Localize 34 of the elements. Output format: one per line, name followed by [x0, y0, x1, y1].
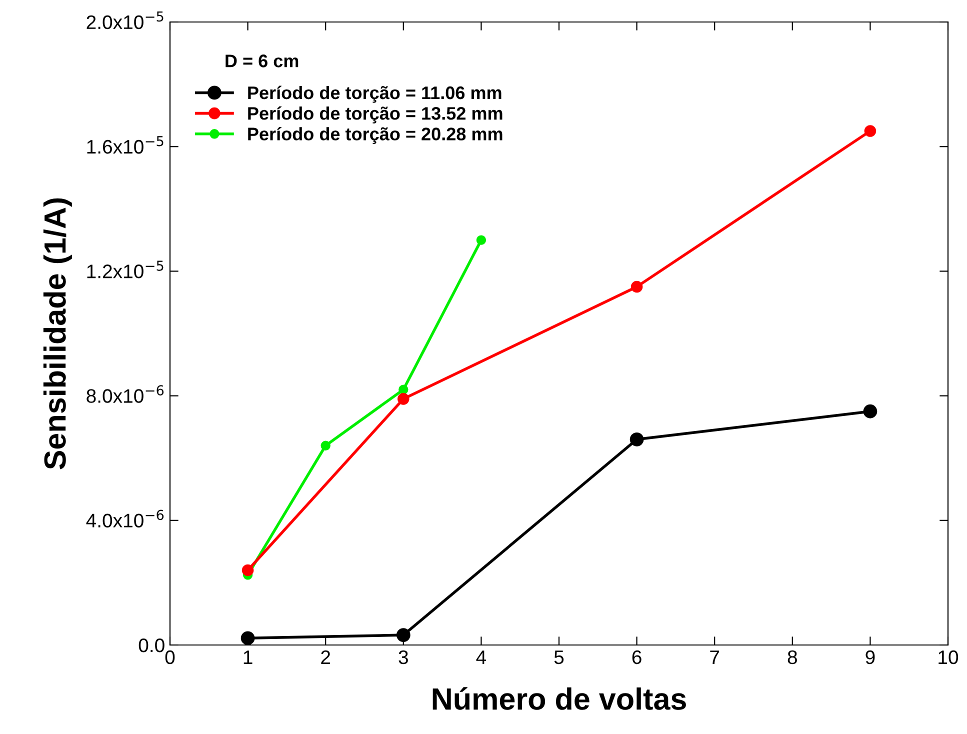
x-tick-label: 3 — [398, 650, 408, 664]
x-tick-label: 1 — [244, 650, 252, 664]
point — [863, 404, 878, 418]
x-tick-label: 4 — [476, 650, 486, 664]
x-tick-label: 6 — [632, 650, 642, 664]
point — [242, 564, 254, 576]
y-tick-label: 4.0x10$^{−6}$ — [86, 510, 164, 528]
x-tick-label: 9 — [866, 650, 875, 664]
annotation: D = 6 cm — [226, 54, 298, 68]
x-tick-label: 0 — [165, 650, 175, 664]
legend-label: Período de torção = 13.52 mm — [248, 106, 502, 124]
y-tick-label: 8.0x10$^{−6}$ — [86, 385, 164, 403]
point — [864, 125, 876, 137]
legend-label: Período de torção = 20.28 mm — [248, 126, 502, 144]
x-axis-title: Número de voltas — [432, 687, 686, 710]
point — [320, 440, 330, 450]
y-tick-label: 1.6x10$^{−5}$ — [87, 136, 164, 154]
point — [476, 235, 486, 245]
point — [397, 393, 410, 405]
x-tick-label: 7 — [710, 650, 720, 664]
point — [630, 280, 643, 293]
x-tick-label: 2 — [321, 650, 330, 664]
point — [630, 432, 644, 446]
x-tick-label: 5 — [554, 650, 564, 664]
x-tick-label: 8 — [788, 650, 797, 664]
point — [396, 628, 410, 642]
y-tick-label: 2.0x10$^{−5}$ — [86, 12, 164, 30]
legend-label: Período de torção = 11.06 mm — [248, 86, 502, 103]
point — [398, 384, 408, 394]
y-axis-title: Sensibilidade (1/A) — [43, 198, 72, 470]
y-tick-label: 1.2x10$^{−5}$ — [87, 260, 164, 278]
x-tick-label: 10 — [938, 650, 958, 664]
point — [240, 631, 255, 645]
y-tick-label: 0.0 — [138, 638, 164, 652]
